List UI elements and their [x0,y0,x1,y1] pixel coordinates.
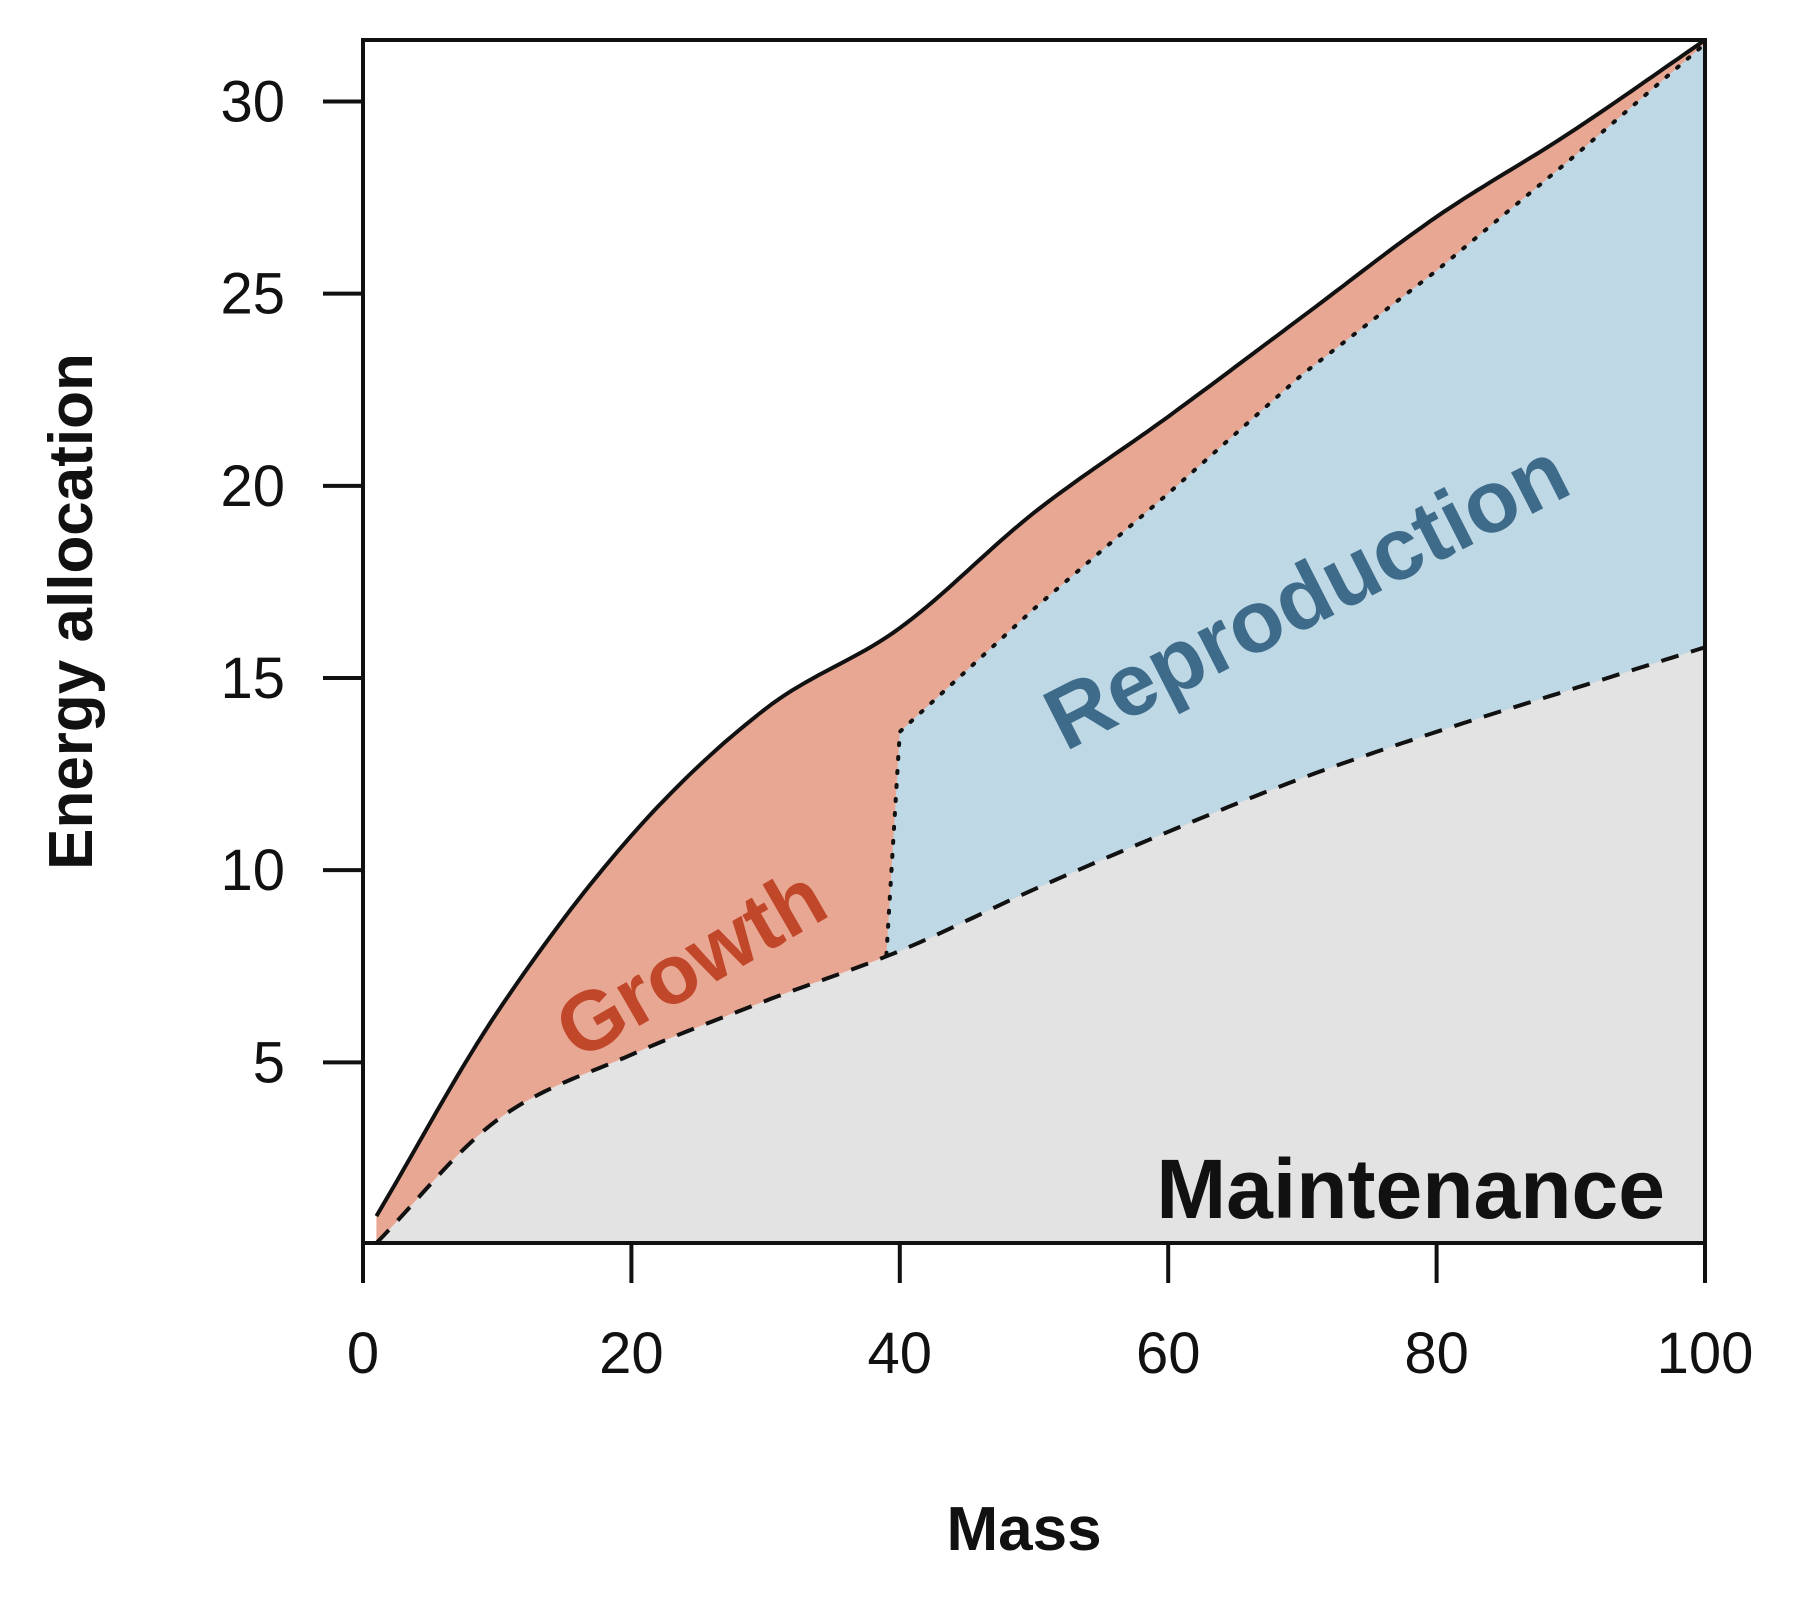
y-axis-title: Energy allocation [37,353,106,870]
y-axis: 5 10 15 20 25 30 [220,69,363,1095]
y-tick-label: 25 [220,262,285,327]
x-tick-label: 20 [599,1321,664,1386]
maintenance-region [376,647,1705,1243]
x-axis: 0 20 40 60 80 100 [347,1241,1754,1386]
y-tick-label: 30 [220,69,285,134]
x-tick-label: 60 [1136,1321,1201,1386]
x-tick-label: 0 [347,1321,379,1386]
y-tick-label: 10 [220,838,285,903]
x-tick-label: 100 [1657,1321,1754,1386]
maintenance-line [374,645,1706,1245]
y-tick-label: 5 [253,1030,285,1095]
x-tick-label: 80 [1404,1321,1469,1386]
maintenance-label: Maintenance [1156,1142,1665,1236]
y-tick-label: 20 [220,454,285,519]
total-energy-line [374,38,1707,1218]
x-tick-label: 40 [868,1321,933,1386]
reproduction-region [886,43,1705,957]
y-tick-label: 15 [220,646,285,711]
growth-reproduction-boundary-line [884,41,1707,957]
plot-area [361,38,1707,1245]
x-axis-title: Mass [946,1495,1101,1564]
